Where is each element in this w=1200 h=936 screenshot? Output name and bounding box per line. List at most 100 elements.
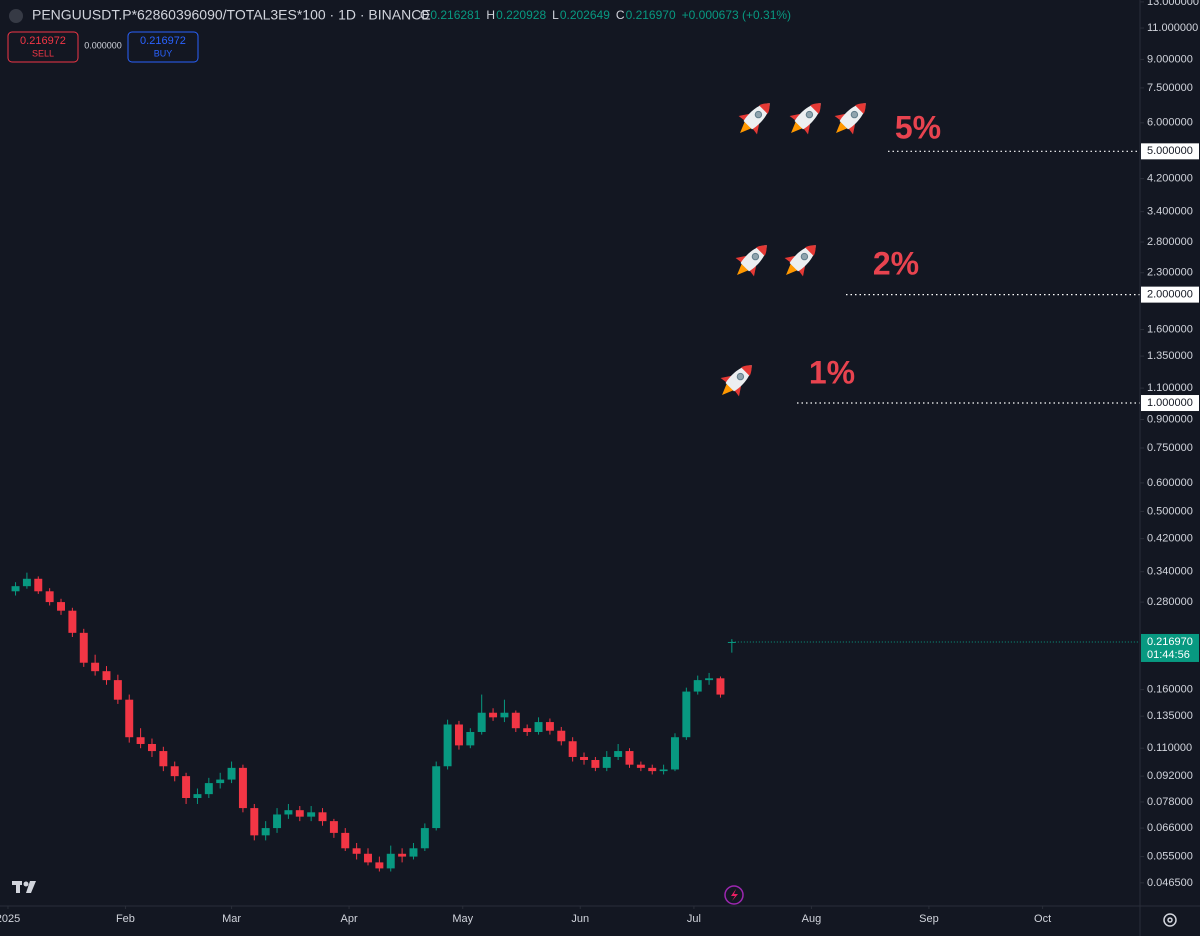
candle-body [432, 766, 441, 829]
y-tick-label: 13.000000 [1147, 0, 1199, 8]
ohlc-value: 0.216281 [430, 8, 480, 22]
rocket-window [736, 372, 745, 381]
y-tick-label: 0.420000 [1147, 533, 1193, 545]
y-tick-label: 0.078000 [1147, 796, 1193, 808]
ohlc-value: 0.220928 [496, 8, 546, 22]
rocket-window [850, 110, 859, 119]
y-tick-label: 0.280000 [1147, 596, 1193, 608]
candle-body [57, 602, 65, 611]
symbol-icon [9, 9, 23, 23]
buy-label[interactable]: BUY [154, 48, 173, 58]
x-tick-label: Jun [571, 913, 589, 925]
y-tick-label: 0.135000 [1147, 710, 1193, 722]
candle-body [477, 712, 486, 733]
candle-body [273, 814, 282, 829]
candle-body [671, 737, 679, 770]
candle-body [466, 732, 475, 746]
candle-body [68, 610, 77, 633]
y-tick-label: 0.055000 [1147, 850, 1193, 862]
candle-body [557, 730, 566, 742]
candle-body [125, 699, 134, 738]
candle-body [489, 712, 498, 718]
candle-body [511, 712, 520, 729]
candle-body [238, 767, 247, 809]
buy-button[interactable] [127, 31, 199, 63]
x-tick-label: Apr [340, 913, 357, 925]
candle-body [182, 776, 191, 798]
y-tick-label: 0.500000 [1147, 505, 1193, 517]
rocket-window [805, 110, 814, 119]
ohlc-value: 0.216970 [626, 8, 676, 22]
candle-body [147, 743, 156, 752]
candle-body [625, 751, 634, 765]
candle-body [318, 812, 327, 822]
y-tick-label: 3.400000 [1147, 206, 1193, 218]
candle-body [534, 722, 543, 733]
ohlc-label: O [420, 8, 429, 22]
candle-body [170, 766, 179, 777]
candle-body [329, 821, 338, 833]
candle-body [716, 678, 725, 695]
x-tick-label: 2025 [0, 913, 20, 925]
sell-button[interactable] [7, 31, 79, 63]
spread: 0.000000 [84, 40, 122, 50]
symbol: PENGUUSDT.P*62860396090/TOTAL3ES*100 · 1… [32, 7, 431, 23]
candle-body [454, 724, 463, 746]
candle-body [113, 680, 122, 700]
rocket-nose [810, 103, 821, 114]
candle-body [580, 756, 589, 761]
buy-price[interactable]: 0.216972 [140, 35, 186, 47]
candle-body [648, 767, 657, 772]
level-label-box [1141, 395, 1199, 412]
y-tick-label: 0.160000 [1147, 684, 1193, 696]
rocket-flame [722, 382, 735, 395]
x-tick-label: Oct [1034, 913, 1051, 925]
rocket-icon [738, 103, 770, 135]
candle-body [364, 853, 372, 863]
ohlc-label: C [616, 8, 625, 22]
y-tick-label: 2.300000 [1147, 267, 1193, 279]
y-tick-label: 0.066000 [1147, 822, 1193, 834]
rocket-flame [836, 120, 849, 133]
candle-body [375, 862, 384, 869]
x-tick-label: Mar [222, 913, 241, 925]
candle-body [11, 586, 20, 592]
candle-body [136, 737, 145, 744]
y-tick-label: 0.110000 [1147, 742, 1192, 754]
x-tick-label: Aug [802, 913, 822, 925]
candle-body [79, 632, 88, 663]
candle-body [443, 724, 452, 767]
y-tick-label: 0.092000 [1147, 770, 1193, 782]
rocket-window [754, 110, 763, 119]
y-tick-label: 11.000000 [1147, 22, 1198, 34]
y-tick-label: 6.000000 [1147, 117, 1193, 129]
level-annotation: 5% [895, 109, 941, 145]
logo [12, 881, 36, 893]
candle-body [227, 767, 236, 780]
settings-icon[interactable] [1163, 913, 1177, 927]
y-tick-label: 2.800000 [1147, 236, 1193, 248]
candle-body [34, 578, 43, 592]
candle-body [216, 779, 225, 784]
rocket-nose [756, 245, 767, 256]
rocket-window [800, 252, 809, 261]
y-tick-label: 1.600000 [1147, 323, 1193, 335]
sell-price[interactable]: 0.216972 [20, 35, 66, 47]
candle-body [614, 751, 623, 757]
candle-body [545, 722, 554, 731]
last-price-label: 0.216970 [1147, 636, 1193, 648]
level-label-box [1141, 143, 1199, 160]
candle-body [591, 760, 600, 768]
ohlc-label: L [552, 8, 559, 22]
lightning-icon[interactable] [724, 885, 744, 905]
candle-body [91, 662, 100, 672]
level-label: 2.000000 [1147, 289, 1193, 301]
sell-label[interactable]: SELL [32, 48, 54, 58]
candle-body [307, 812, 316, 817]
rocket-nose [759, 103, 770, 114]
y-tick-label: 0.900000 [1147, 413, 1193, 425]
